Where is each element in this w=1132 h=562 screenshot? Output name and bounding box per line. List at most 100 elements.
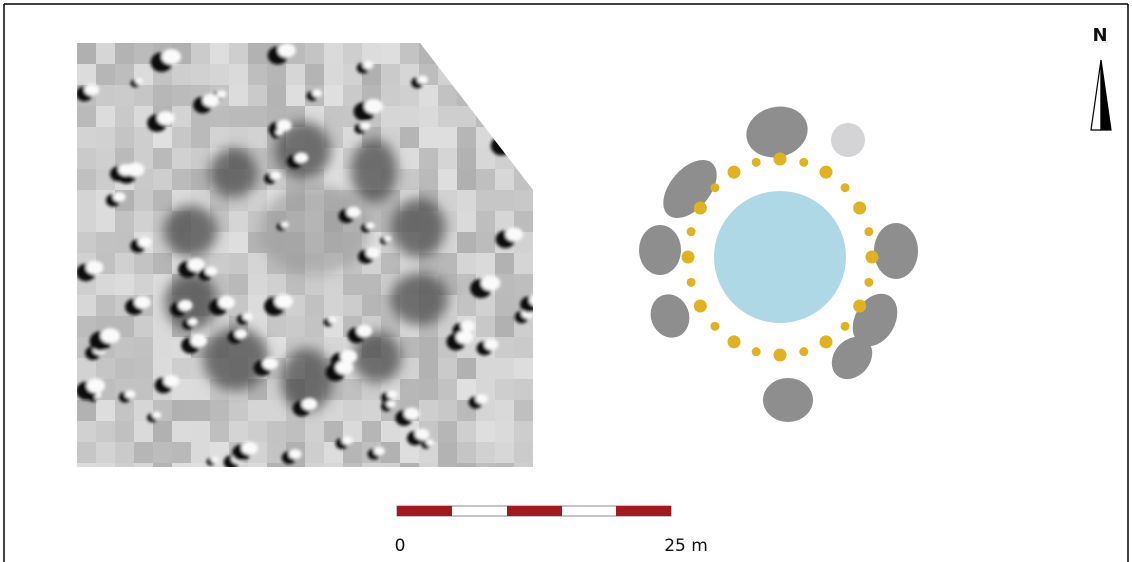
- dipole-light: [366, 247, 380, 258]
- dipole-light: [241, 442, 258, 455]
- survey-tile: [362, 400, 381, 421]
- survey-tile: [457, 295, 476, 316]
- survey-tile: [495, 64, 514, 85]
- dipole-light: [294, 152, 308, 163]
- survey-tile: [248, 106, 267, 127]
- survey-tile: [134, 337, 153, 358]
- scale-segment: [616, 506, 671, 516]
- survey-tile: [438, 127, 457, 148]
- survey-tile: [248, 463, 267, 484]
- scale-end-label: 25 m: [664, 536, 708, 556]
- survey-tile: [381, 64, 400, 85]
- survey-tile: [134, 358, 153, 379]
- dipole-light: [415, 429, 429, 440]
- survey-tile: [476, 316, 495, 337]
- survey-tile: [115, 274, 134, 295]
- survey-tile: [419, 169, 438, 190]
- post-hole: [752, 158, 761, 167]
- survey-tile: [115, 85, 134, 106]
- survey-tile: [419, 85, 438, 106]
- dipole-light: [529, 294, 545, 307]
- survey-tile: [96, 274, 115, 295]
- survey-tile: [153, 463, 172, 484]
- scale-start-label: 0: [395, 536, 406, 556]
- survey-tile: [438, 358, 457, 379]
- survey-tile: [495, 295, 514, 316]
- survey-tile: [324, 64, 343, 85]
- survey-tile: [286, 274, 305, 295]
- survey-tile: [495, 169, 514, 190]
- post-hole: [853, 202, 866, 215]
- dipole-light: [84, 84, 99, 96]
- survey-tile: [305, 43, 324, 64]
- survey-tile: [191, 127, 210, 148]
- survey-tile: [77, 64, 96, 85]
- survey-tile: [400, 379, 419, 400]
- dipole-light: [364, 99, 383, 114]
- survey-tile: [96, 421, 115, 442]
- dipole-light: [386, 400, 395, 407]
- post-hole: [841, 183, 850, 192]
- survey-tile: [153, 169, 172, 190]
- survey-tile: [134, 190, 153, 211]
- survey-tile: [191, 169, 210, 190]
- survey-tile: [229, 127, 248, 148]
- survey-tile: [438, 106, 457, 127]
- survey-tile: [191, 463, 210, 484]
- survey-tile: [514, 169, 533, 190]
- survey-tile: [77, 295, 96, 316]
- survey-tile: [248, 274, 267, 295]
- dipole-light: [138, 237, 152, 248]
- dipole-light: [456, 330, 473, 343]
- survey-tile: [305, 274, 324, 295]
- survey-tile: [248, 421, 267, 442]
- survey-tile: [457, 85, 476, 106]
- survey-tile: [476, 463, 495, 484]
- dipole-light: [356, 325, 372, 337]
- survey-tile: [457, 421, 476, 442]
- survey-tile: [362, 295, 381, 316]
- survey-tile: [381, 43, 400, 64]
- dipole-light: [346, 207, 360, 218]
- survey-tile: [77, 316, 96, 337]
- dipole-light: [484, 339, 498, 350]
- survey-tile: [362, 43, 381, 64]
- survey-tile: [438, 190, 457, 211]
- dipole-light: [387, 390, 398, 398]
- survey-tile: [457, 148, 476, 169]
- survey-tile: [476, 43, 495, 64]
- survey-tile: [514, 379, 533, 400]
- survey-tile: [495, 106, 514, 127]
- dipole-light: [366, 222, 375, 229]
- survey-tile: [96, 442, 115, 463]
- survey-tile: [229, 274, 248, 295]
- survey-tile: [153, 442, 172, 463]
- survey-tile: [400, 148, 419, 169]
- survey-tile: [191, 43, 210, 64]
- survey-tile: [210, 421, 229, 442]
- survey-tile: [115, 400, 134, 421]
- survey-tile: [153, 148, 172, 169]
- survey-tile: [229, 64, 248, 85]
- dipole-light: [135, 78, 143, 84]
- survey-tile: [134, 463, 153, 484]
- survey-tile: [400, 337, 419, 358]
- survey-tile: [229, 43, 248, 64]
- survey-tile: [248, 253, 267, 274]
- survey-tile: [495, 421, 514, 442]
- survey-tile: [229, 211, 248, 232]
- dipole-light: [218, 296, 235, 309]
- survey-tile: [172, 64, 191, 85]
- post-hole: [774, 349, 787, 362]
- survey-tile: [153, 337, 172, 358]
- survey-tile: [400, 358, 419, 379]
- survey-tile: [514, 253, 533, 274]
- post-hole: [864, 278, 873, 287]
- survey-tile: [495, 190, 514, 211]
- survey-tile: [115, 442, 134, 463]
- survey-tile: [476, 169, 495, 190]
- survey-tile: [172, 169, 191, 190]
- survey-tile: [77, 232, 96, 253]
- survey-tile: [96, 232, 115, 253]
- survey-tile: [438, 421, 457, 442]
